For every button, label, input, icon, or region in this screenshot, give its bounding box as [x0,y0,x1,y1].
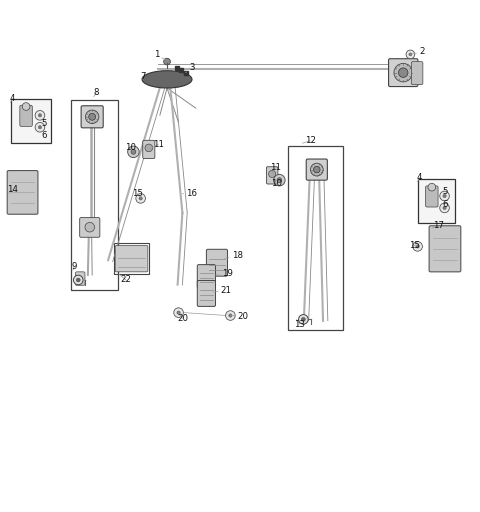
Text: 6: 6 [442,200,447,209]
Text: 22: 22 [119,274,132,285]
FancyBboxPatch shape [197,281,216,306]
Circle shape [145,144,153,152]
FancyBboxPatch shape [81,106,103,128]
Text: 18: 18 [225,251,243,261]
Bar [11,99,51,143]
Text: 19: 19 [215,269,233,278]
Circle shape [440,203,449,212]
Circle shape [406,50,415,59]
Text: 2: 2 [410,48,424,56]
Circle shape [413,242,422,251]
Circle shape [22,103,30,111]
Circle shape [226,311,235,321]
FancyBboxPatch shape [411,61,423,84]
Circle shape [131,150,136,154]
FancyBboxPatch shape [75,272,85,285]
Text: 8: 8 [94,88,99,97]
Circle shape [440,191,449,201]
Text: 15: 15 [132,189,143,198]
Text: 10: 10 [271,180,282,188]
Circle shape [313,166,320,173]
Text: 6: 6 [42,132,47,140]
Text: 21: 21 [214,286,232,295]
FancyBboxPatch shape [20,105,32,126]
FancyBboxPatch shape [206,249,228,276]
Text: 9: 9 [72,262,77,271]
Circle shape [394,63,412,82]
Circle shape [174,308,183,317]
FancyBboxPatch shape [426,186,438,207]
Circle shape [428,183,436,191]
Text: 4: 4 [10,94,15,103]
Circle shape [139,197,142,200]
Circle shape [301,317,305,322]
Circle shape [398,68,408,77]
FancyBboxPatch shape [389,59,418,87]
Text: 13: 13 [294,319,305,329]
Circle shape [85,110,99,123]
Text: 3: 3 [186,63,195,73]
Circle shape [443,194,446,198]
Circle shape [85,222,95,232]
Text: 10: 10 [125,142,136,152]
Circle shape [274,175,285,186]
Circle shape [89,113,96,120]
Circle shape [277,178,282,183]
Circle shape [38,125,42,129]
Circle shape [76,278,80,282]
FancyBboxPatch shape [306,159,327,180]
FancyBboxPatch shape [266,167,278,184]
Text: 20: 20 [177,313,188,323]
FancyBboxPatch shape [429,226,461,272]
Text: 7: 7 [141,73,146,81]
Text: 12: 12 [302,136,316,145]
Circle shape [35,111,45,120]
Circle shape [311,163,323,176]
Bar [114,243,149,274]
Circle shape [443,206,446,209]
Text: 5: 5 [42,119,47,129]
FancyBboxPatch shape [7,170,38,214]
Text: 14: 14 [7,185,18,194]
Text: 1: 1 [154,50,166,60]
Circle shape [38,114,42,117]
FancyBboxPatch shape [143,140,155,159]
Text: 16: 16 [182,189,197,198]
Bar [418,179,455,223]
Circle shape [73,275,83,285]
Text: 11: 11 [150,140,164,149]
Text: 11: 11 [270,163,281,174]
Bar [288,145,343,330]
Circle shape [35,122,45,132]
Circle shape [416,245,420,248]
FancyBboxPatch shape [80,218,100,237]
Text: 4: 4 [417,173,422,182]
Text: 5: 5 [442,187,447,196]
Circle shape [268,170,276,178]
Text: 20: 20 [230,312,249,321]
Circle shape [409,53,412,56]
Bar [71,100,118,290]
Circle shape [164,58,170,65]
Circle shape [228,314,232,317]
FancyBboxPatch shape [115,245,148,272]
Text: 15: 15 [409,241,420,250]
Ellipse shape [142,71,192,88]
FancyBboxPatch shape [197,265,216,288]
Circle shape [177,311,180,314]
Circle shape [136,194,145,203]
Circle shape [299,314,308,324]
Text: 17: 17 [432,221,444,230]
Circle shape [128,146,139,158]
